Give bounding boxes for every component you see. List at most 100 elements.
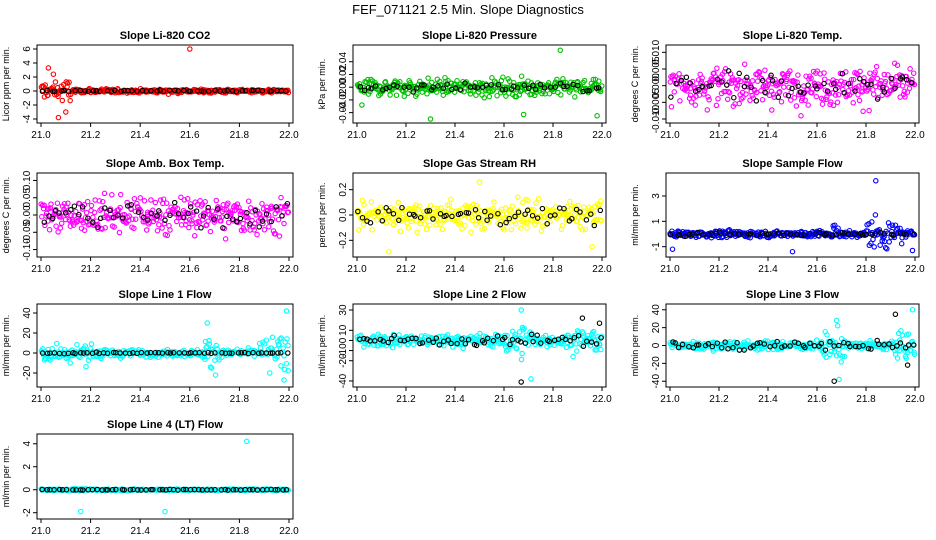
data-point (440, 92, 447, 98)
data-point (518, 379, 524, 385)
x-tick-label: 22.0 (279, 130, 299, 141)
data-point (238, 209, 245, 215)
data-point (824, 332, 830, 338)
x-tick-label: 21.8 (856, 394, 876, 405)
data-point (764, 83, 771, 89)
data-point (595, 84, 602, 91)
data-point (161, 220, 168, 227)
data-point (255, 350, 262, 357)
data-point (375, 209, 381, 215)
data-point (167, 212, 173, 219)
data-point (818, 340, 825, 347)
data-point (84, 350, 90, 356)
data-point (425, 75, 431, 81)
data-point (140, 214, 147, 221)
data-point (705, 94, 711, 100)
x-tick-label: 21.6 (180, 130, 200, 141)
data-point (469, 217, 476, 224)
data-point (462, 341, 469, 347)
data-point (77, 350, 84, 356)
y-tick-label: -40 (651, 374, 662, 389)
data-point (502, 334, 508, 341)
data-point (359, 102, 365, 108)
data-point (202, 199, 208, 205)
data-point (467, 91, 474, 97)
data-point (83, 209, 90, 216)
data-point (129, 216, 136, 222)
data-point (187, 46, 193, 52)
data-point (244, 438, 250, 445)
points-group (667, 178, 918, 255)
data-point (54, 340, 60, 347)
data-point (414, 85, 420, 91)
y-axis-label: ml/min per min. (630, 315, 640, 377)
data-point (134, 88, 140, 94)
data-point (263, 211, 270, 217)
data-point (124, 199, 130, 206)
data-point (814, 86, 820, 92)
panel-8: Slope Line 2 Flow ml/min per min. 21.0 21.2… (317, 289, 612, 405)
data-point (173, 211, 179, 217)
data-point (906, 85, 913, 92)
data-point (560, 83, 567, 90)
data-point (798, 113, 804, 119)
data-point (245, 350, 252, 357)
data-point (884, 246, 890, 252)
data-point (444, 332, 451, 338)
data-point (756, 69, 762, 75)
data-point (222, 236, 229, 242)
data-point (888, 87, 894, 94)
y-tick-label: 0 (338, 337, 349, 343)
data-point (845, 80, 852, 87)
data-point (393, 92, 400, 98)
data-point (55, 114, 62, 121)
data-point (87, 354, 93, 360)
data-point (528, 91, 535, 98)
data-point (837, 352, 843, 358)
x-tick-label: 21.6 (180, 394, 200, 405)
plot-frame (36, 433, 294, 520)
data-point (904, 362, 911, 368)
data-point (178, 194, 184, 201)
data-point (856, 83, 862, 89)
data-point (226, 350, 233, 356)
data-point (437, 221, 443, 227)
data-point (701, 91, 707, 97)
data-point (490, 343, 496, 350)
data-point (445, 337, 451, 343)
data-point (50, 71, 57, 77)
data-point (410, 341, 417, 348)
x-tick-label: 21.4 (130, 264, 150, 275)
data-point (886, 239, 892, 245)
data-point (99, 198, 106, 205)
data-point (457, 220, 464, 226)
data-point (806, 230, 813, 237)
data-point (528, 331, 535, 338)
y-tick-label: -2 (22, 508, 33, 517)
panel-title: Slope Li-820 Temp. (743, 30, 842, 42)
data-point (905, 342, 912, 348)
data-point (399, 204, 405, 211)
data-point (56, 486, 63, 493)
data-point (389, 344, 396, 351)
data-point (102, 205, 108, 211)
data-point (768, 72, 774, 79)
data-point (541, 85, 548, 91)
data-point (903, 232, 909, 238)
y-tick-label: 1 (651, 218, 662, 224)
data-point (881, 230, 887, 237)
data-point (897, 230, 904, 237)
data-point (584, 338, 590, 345)
data-point (776, 89, 783, 95)
data-point (406, 84, 412, 90)
data-point (473, 342, 480, 349)
data-point (218, 487, 225, 493)
x-tick-label: 21.6 (180, 264, 200, 275)
x-tick-label: 21.4 (445, 130, 465, 141)
data-point (212, 87, 218, 94)
data-point (280, 345, 286, 351)
data-point (154, 227, 161, 234)
data-point (413, 218, 420, 224)
data-point (402, 209, 409, 215)
data-point (285, 342, 291, 349)
